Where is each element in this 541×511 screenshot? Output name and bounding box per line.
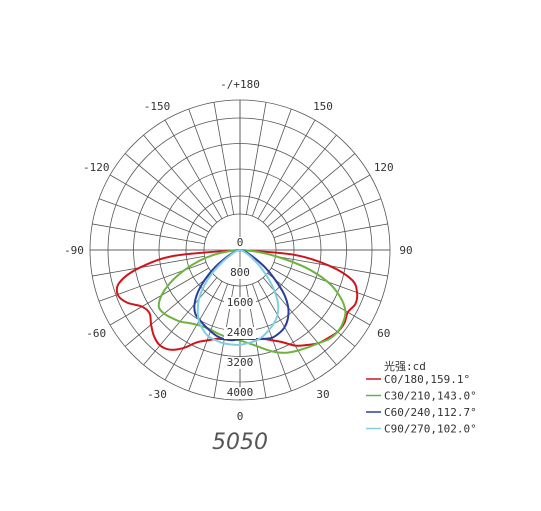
grid-spoke — [164, 119, 223, 220]
angle-tick-label: -30 — [147, 388, 167, 401]
angle-tick-label: 60 — [377, 327, 390, 340]
radial-tick-label: 800 — [230, 266, 250, 279]
grid-spoke — [257, 119, 316, 220]
grid-spoke — [267, 153, 356, 228]
grid-spoke — [213, 102, 235, 215]
radial-tick-label: 0 — [237, 236, 244, 249]
grid-spoke — [275, 223, 388, 245]
radial-tick-bg — [224, 237, 256, 249]
grid-spoke — [257, 280, 316, 381]
radial-tick-bg — [224, 297, 256, 309]
radial-tick-bg — [224, 267, 256, 279]
legend-label: C90/270,102.0° — [384, 423, 477, 436]
radial-tick-bg — [224, 387, 256, 399]
angle-tick-label: 30 — [316, 388, 329, 401]
radial-tick-label: 2400 — [227, 326, 254, 339]
grid-spoke — [109, 267, 210, 326]
legend-label: C0/180,159.1° — [384, 373, 470, 386]
grid-spoke — [262, 134, 337, 223]
angle-tick-label: -90 — [64, 244, 84, 257]
grid-spoke — [270, 267, 371, 326]
radial-tick-labels: 0 800 1600 2400 3200 4000 — [224, 236, 256, 399]
grid-spoke — [98, 198, 207, 239]
grid-spoke — [164, 280, 223, 381]
grid-spoke — [251, 108, 292, 217]
grid-spoke — [92, 223, 205, 245]
series-curve-4 — [196, 249, 280, 346]
grid-spoke — [92, 255, 205, 277]
angle-tick-label: 90 — [399, 244, 412, 257]
radial-tick-label: 1600 — [227, 296, 254, 309]
angle-tick-label: 120 — [374, 161, 394, 174]
angle-tick-label: 0 — [237, 410, 244, 423]
radial-tick-label: 4000 — [227, 386, 254, 399]
series-curve-3 — [193, 249, 290, 342]
angle-tick-labels: -/+180 150 120 90 60 30 0 -30 -60 -90 -120 -150 — [64, 78, 413, 423]
grid-spoke — [245, 102, 267, 215]
angle-tick-label: -/+180 — [220, 78, 260, 91]
grid-spoke — [98, 261, 207, 302]
grid-spoke — [124, 272, 213, 347]
grid-spoke — [109, 174, 210, 233]
radial-tick-label: 3200 — [227, 356, 254, 369]
radial-tick-bg — [224, 327, 256, 339]
grid-spoke — [143, 134, 218, 223]
legend-title: 光强:cd — [384, 359, 426, 373]
legend-label: C60/240,112.7° — [384, 406, 477, 419]
model-name: 5050 — [212, 430, 268, 455]
grid-spoke — [188, 108, 229, 217]
angle-tick-label: -150 — [144, 100, 171, 113]
radial-tick-bg — [224, 357, 256, 369]
angle-tick-label: -60 — [86, 327, 106, 340]
legend: 光强:cd C0/180,159.1° C30/210,143.0° C60/240… — [366, 359, 477, 436]
grid-spoke — [273, 198, 382, 239]
grid-spoke — [270, 174, 371, 233]
grid-spoke — [124, 153, 213, 228]
legend-label: C30/210,143.0° — [384, 390, 477, 403]
angle-tick-label: 150 — [313, 100, 333, 113]
series-curve-2 — [157, 249, 347, 354]
grid-spoke — [267, 272, 356, 347]
angle-tick-label: -120 — [83, 161, 110, 174]
